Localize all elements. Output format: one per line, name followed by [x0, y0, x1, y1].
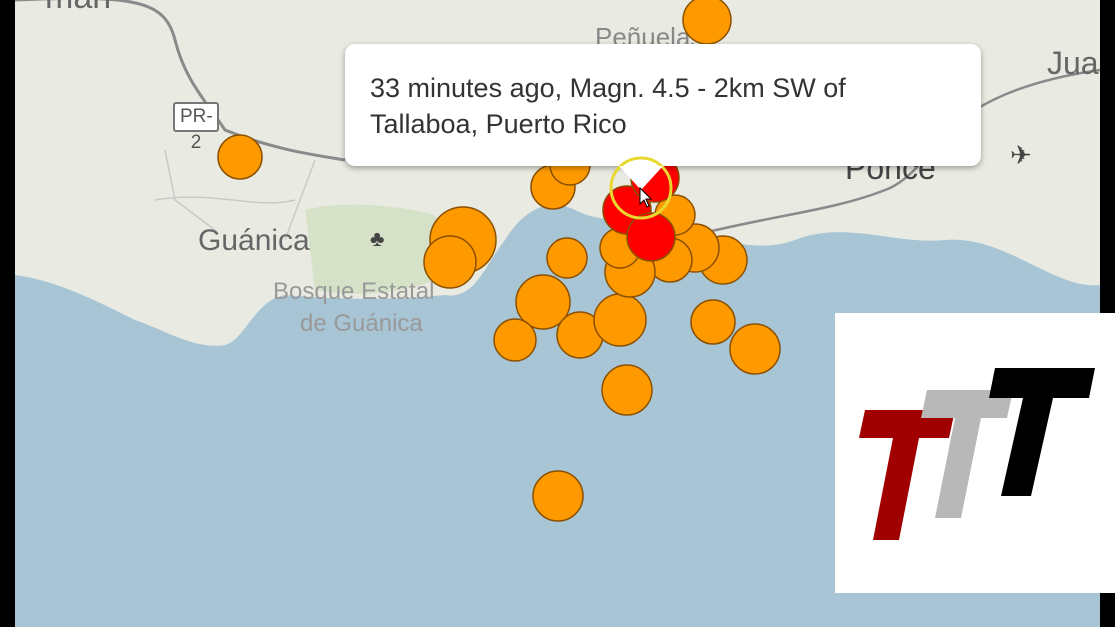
road [694, 68, 1100, 237]
earthquake-marker[interactable] [729, 323, 781, 375]
logo-letter-red [859, 410, 955, 540]
channel-logo [835, 313, 1115, 593]
forest-label-line2: de Guánica [300, 310, 423, 337]
airport-icon: ✈ [1010, 140, 1032, 170]
earthquake-marker[interactable] [515, 274, 571, 330]
earthquake-marker[interactable] [423, 235, 477, 289]
forest-area [305, 204, 455, 294]
tree-icon: ♣ [370, 226, 385, 251]
earthquake-popup: 33 minutes ago, Magn. 4.5 - 2km SW of Ta… [345, 44, 981, 166]
place-label: Jua [1047, 45, 1099, 81]
ttt-logo [859, 368, 1095, 540]
earthquake-marker-latest[interactable] [626, 212, 676, 262]
road [15, 0, 346, 162]
place-label: man [45, 0, 111, 17]
earthquake-marker[interactable] [546, 237, 588, 279]
logo-letter-black [989, 368, 1095, 496]
earthquake-marker[interactable] [601, 364, 653, 416]
earthquake-marker[interactable] [532, 470, 584, 522]
road-shield: PR-2 [173, 102, 219, 153]
earthquake-marker[interactable] [493, 318, 537, 362]
earthquake-marker[interactable] [593, 293, 647, 347]
minor-road [154, 149, 316, 241]
earthquake-marker[interactable] [217, 134, 263, 180]
earthquake-marker[interactable] [682, 0, 732, 45]
logo-letter-gray [921, 390, 1013, 518]
earthquake-marker[interactable] [690, 299, 736, 345]
forest-label: Bosque Estatal [273, 278, 435, 305]
popup-text: 33 minutes ago, Magn. 4.5 - 2km SW of Ta… [370, 73, 846, 139]
place-label-guanica: Guánica [198, 224, 310, 257]
